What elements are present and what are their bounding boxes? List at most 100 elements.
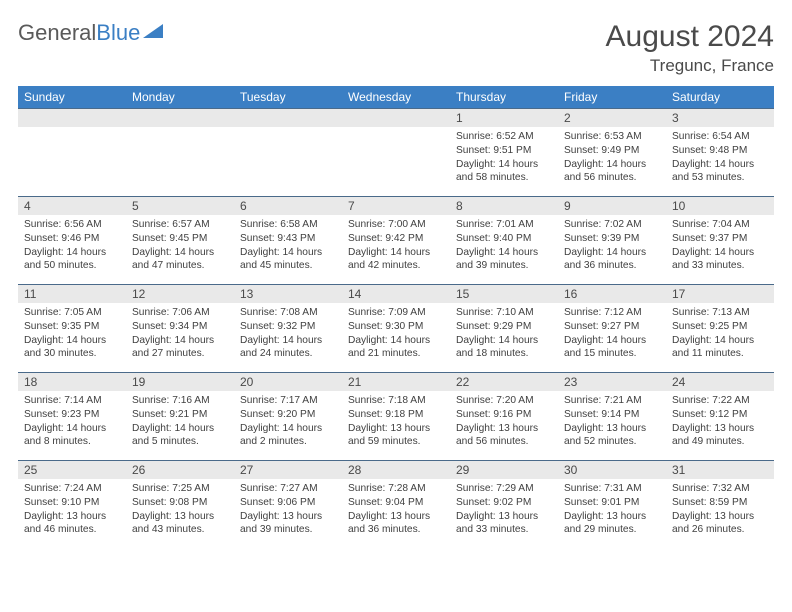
logo-triangle-icon: [143, 20, 165, 46]
calendar-day-cell: 25Sunrise: 7:24 AMSunset: 9:10 PMDayligh…: [18, 461, 126, 549]
calendar-day-cell: 28Sunrise: 7:28 AMSunset: 9:04 PMDayligh…: [342, 461, 450, 549]
day-details: Sunrise: 7:20 AMSunset: 9:16 PMDaylight:…: [450, 391, 558, 452]
calendar-day-cell: 12Sunrise: 7:06 AMSunset: 9:34 PMDayligh…: [126, 285, 234, 373]
day-number: 16: [558, 285, 666, 303]
logo-text-general: General: [18, 20, 96, 46]
calendar-day-cell: 15Sunrise: 7:10 AMSunset: 9:29 PMDayligh…: [450, 285, 558, 373]
day-number: 14: [342, 285, 450, 303]
day-number: 25: [18, 461, 126, 479]
day-details: Sunrise: 7:10 AMSunset: 9:29 PMDaylight:…: [450, 303, 558, 364]
day-details: Sunrise: 7:06 AMSunset: 9:34 PMDaylight:…: [126, 303, 234, 364]
day-number: 13: [234, 285, 342, 303]
calendar-week-row: 11Sunrise: 7:05 AMSunset: 9:35 PMDayligh…: [18, 285, 774, 373]
header: GeneralBlue August 2024 Tregunc, France: [18, 20, 774, 76]
calendar-day-cell: 22Sunrise: 7:20 AMSunset: 9:16 PMDayligh…: [450, 373, 558, 461]
day-details: Sunrise: 6:52 AMSunset: 9:51 PMDaylight:…: [450, 127, 558, 188]
calendar-day-cell: 31Sunrise: 7:32 AMSunset: 8:59 PMDayligh…: [666, 461, 774, 549]
day-details: Sunrise: 6:53 AMSunset: 9:49 PMDaylight:…: [558, 127, 666, 188]
calendar-day-cell: 10Sunrise: 7:04 AMSunset: 9:37 PMDayligh…: [666, 197, 774, 285]
day-of-week-header: Saturday: [666, 86, 774, 109]
day-number: 18: [18, 373, 126, 391]
day-details: Sunrise: 7:24 AMSunset: 9:10 PMDaylight:…: [18, 479, 126, 540]
calendar-day-cell: 23Sunrise: 7:21 AMSunset: 9:14 PMDayligh…: [558, 373, 666, 461]
calendar-week-row: 1Sunrise: 6:52 AMSunset: 9:51 PMDaylight…: [18, 109, 774, 197]
day-number: 3: [666, 109, 774, 127]
calendar-day-cell: 21Sunrise: 7:18 AMSunset: 9:18 PMDayligh…: [342, 373, 450, 461]
day-details: Sunrise: 7:29 AMSunset: 9:02 PMDaylight:…: [450, 479, 558, 540]
day-details: Sunrise: 7:31 AMSunset: 9:01 PMDaylight:…: [558, 479, 666, 540]
calendar-day-cell: 24Sunrise: 7:22 AMSunset: 9:12 PMDayligh…: [666, 373, 774, 461]
day-details: Sunrise: 7:22 AMSunset: 9:12 PMDaylight:…: [666, 391, 774, 452]
title-block: August 2024 Tregunc, France: [606, 20, 774, 76]
day-number: 17: [666, 285, 774, 303]
logo: GeneralBlue: [18, 20, 165, 46]
day-number: 11: [18, 285, 126, 303]
calendar-day-cell: 16Sunrise: 7:12 AMSunset: 9:27 PMDayligh…: [558, 285, 666, 373]
day-number: 21: [342, 373, 450, 391]
calendar-table: SundayMondayTuesdayWednesdayThursdayFrid…: [18, 86, 774, 549]
month-title: August 2024: [606, 20, 774, 54]
day-number: 23: [558, 373, 666, 391]
calendar-week-row: 25Sunrise: 7:24 AMSunset: 9:10 PMDayligh…: [18, 461, 774, 549]
day-number: 12: [126, 285, 234, 303]
day-of-week-header: Thursday: [450, 86, 558, 109]
calendar-day-cell: 29Sunrise: 7:29 AMSunset: 9:02 PMDayligh…: [450, 461, 558, 549]
day-number: 4: [18, 197, 126, 215]
day-of-week-header: Sunday: [18, 86, 126, 109]
day-details: Sunrise: 6:54 AMSunset: 9:48 PMDaylight:…: [666, 127, 774, 188]
calendar-day-cell: [126, 109, 234, 197]
day-details: Sunrise: 7:27 AMSunset: 9:06 PMDaylight:…: [234, 479, 342, 540]
day-of-week-header: Tuesday: [234, 86, 342, 109]
calendar-day-cell: 7Sunrise: 7:00 AMSunset: 9:42 PMDaylight…: [342, 197, 450, 285]
day-details: Sunrise: 6:56 AMSunset: 9:46 PMDaylight:…: [18, 215, 126, 276]
day-details: Sunrise: 7:09 AMSunset: 9:30 PMDaylight:…: [342, 303, 450, 364]
calendar-day-cell: [234, 109, 342, 197]
calendar-day-cell: 4Sunrise: 6:56 AMSunset: 9:46 PMDaylight…: [18, 197, 126, 285]
calendar-day-cell: 3Sunrise: 6:54 AMSunset: 9:48 PMDaylight…: [666, 109, 774, 197]
calendar-day-cell: 14Sunrise: 7:09 AMSunset: 9:30 PMDayligh…: [342, 285, 450, 373]
day-number: 24: [666, 373, 774, 391]
day-number: 31: [666, 461, 774, 479]
day-number: 10: [666, 197, 774, 215]
day-details: Sunrise: 7:17 AMSunset: 9:20 PMDaylight:…: [234, 391, 342, 452]
calendar-day-cell: 30Sunrise: 7:31 AMSunset: 9:01 PMDayligh…: [558, 461, 666, 549]
day-number: 1: [450, 109, 558, 127]
day-details: Sunrise: 7:05 AMSunset: 9:35 PMDaylight:…: [18, 303, 126, 364]
calendar-day-cell: 8Sunrise: 7:01 AMSunset: 9:40 PMDaylight…: [450, 197, 558, 285]
day-of-week-header: Monday: [126, 86, 234, 109]
calendar-day-cell: 13Sunrise: 7:08 AMSunset: 9:32 PMDayligh…: [234, 285, 342, 373]
day-number: 27: [234, 461, 342, 479]
day-details: Sunrise: 7:28 AMSunset: 9:04 PMDaylight:…: [342, 479, 450, 540]
day-number: 8: [450, 197, 558, 215]
calendar-day-cell: 17Sunrise: 7:13 AMSunset: 9:25 PMDayligh…: [666, 285, 774, 373]
calendar-day-cell: 19Sunrise: 7:16 AMSunset: 9:21 PMDayligh…: [126, 373, 234, 461]
day-number: 26: [126, 461, 234, 479]
day-details: Sunrise: 7:08 AMSunset: 9:32 PMDaylight:…: [234, 303, 342, 364]
day-number: 22: [450, 373, 558, 391]
day-details: Sunrise: 7:21 AMSunset: 9:14 PMDaylight:…: [558, 391, 666, 452]
day-number: 5: [126, 197, 234, 215]
day-number: 28: [342, 461, 450, 479]
day-details: Sunrise: 7:16 AMSunset: 9:21 PMDaylight:…: [126, 391, 234, 452]
day-details: Sunrise: 7:13 AMSunset: 9:25 PMDaylight:…: [666, 303, 774, 364]
calendar-day-cell: 18Sunrise: 7:14 AMSunset: 9:23 PMDayligh…: [18, 373, 126, 461]
calendar-page: GeneralBlue August 2024 Tregunc, France …: [0, 0, 792, 559]
calendar-week-row: 18Sunrise: 7:14 AMSunset: 9:23 PMDayligh…: [18, 373, 774, 461]
calendar-day-cell: 6Sunrise: 6:58 AMSunset: 9:43 PMDaylight…: [234, 197, 342, 285]
day-details: Sunrise: 7:18 AMSunset: 9:18 PMDaylight:…: [342, 391, 450, 452]
calendar-body: 1Sunrise: 6:52 AMSunset: 9:51 PMDaylight…: [18, 109, 774, 549]
day-of-week-header-row: SundayMondayTuesdayWednesdayThursdayFrid…: [18, 86, 774, 109]
day-number: 29: [450, 461, 558, 479]
day-number: 7: [342, 197, 450, 215]
calendar-day-cell: 11Sunrise: 7:05 AMSunset: 9:35 PMDayligh…: [18, 285, 126, 373]
day-details: Sunrise: 7:32 AMSunset: 8:59 PMDaylight:…: [666, 479, 774, 540]
day-number: 30: [558, 461, 666, 479]
day-number: 6: [234, 197, 342, 215]
calendar-day-cell: 20Sunrise: 7:17 AMSunset: 9:20 PMDayligh…: [234, 373, 342, 461]
day-details: Sunrise: 7:25 AMSunset: 9:08 PMDaylight:…: [126, 479, 234, 540]
day-details: Sunrise: 7:00 AMSunset: 9:42 PMDaylight:…: [342, 215, 450, 276]
day-details: Sunrise: 6:57 AMSunset: 9:45 PMDaylight:…: [126, 215, 234, 276]
calendar-day-cell: 5Sunrise: 6:57 AMSunset: 9:45 PMDaylight…: [126, 197, 234, 285]
day-details: Sunrise: 7:02 AMSunset: 9:39 PMDaylight:…: [558, 215, 666, 276]
day-number: 2: [558, 109, 666, 127]
